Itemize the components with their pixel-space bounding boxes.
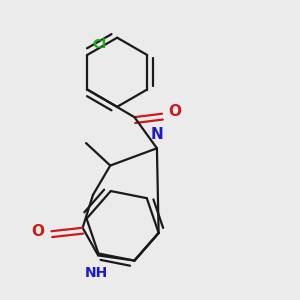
Text: Cl: Cl	[92, 38, 107, 51]
Text: N: N	[151, 127, 163, 142]
Text: O: O	[168, 104, 181, 119]
Text: NH: NH	[85, 266, 108, 280]
Text: O: O	[31, 224, 44, 239]
